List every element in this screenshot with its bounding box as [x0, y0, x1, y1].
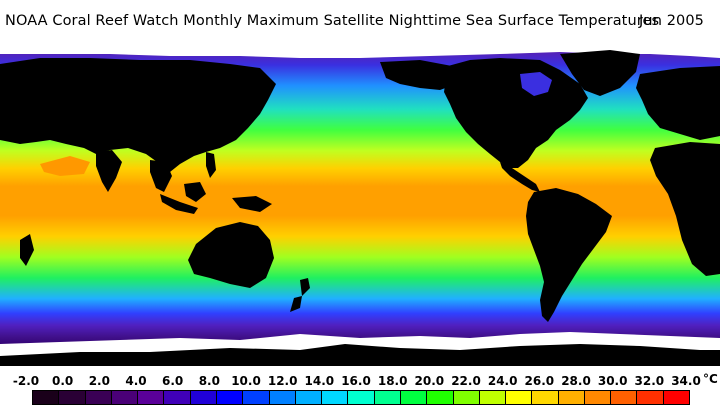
- sst-map-canvas: [0, 44, 720, 366]
- legend-color-swatch: [216, 391, 244, 404]
- legend-color-swatch: [479, 391, 507, 404]
- indonesia-west: [160, 194, 198, 214]
- legend-color-swatch: [322, 391, 349, 404]
- legend-color-swatch: [190, 391, 217, 404]
- legend-color-swatch: [663, 391, 690, 404]
- antarctica: [0, 344, 720, 366]
- legend-tick-label: 22.0: [451, 374, 481, 388]
- legend-tick-label: 10.0: [231, 374, 261, 388]
- hudson-bay: [520, 72, 552, 96]
- legend-color-swatch: [59, 391, 86, 404]
- legend-color-swatch: [269, 391, 296, 404]
- legend-color-swatch: [295, 391, 323, 404]
- legend-color-swatch: [584, 391, 612, 404]
- legend-tick-label: 12.0: [267, 374, 298, 388]
- philippines: [206, 152, 216, 178]
- india: [96, 150, 122, 192]
- legend-tick-label: 28.0: [561, 374, 591, 388]
- sst-map: [0, 44, 720, 366]
- legend-tick-label: 32.0: [634, 374, 665, 388]
- legend-tick-label: 4.0: [125, 374, 147, 388]
- west-edge-landmass: [0, 58, 276, 172]
- borneo: [184, 182, 206, 202]
- legend-ticks: -2.0 0.0 2.0 4.0 6.0 8.0 10.0 12.0 14.0 16.0 18.0 2…: [0, 374, 720, 394]
- legend-tick-label: 14.0: [304, 374, 335, 388]
- legend-tick-label: 34.0: [671, 374, 701, 388]
- legend-color-swatch: [506, 391, 533, 404]
- legend-tick-label: 26.0: [524, 374, 555, 388]
- legend-tick-label: 6.0: [162, 374, 184, 388]
- legend-color-swatch: [400, 391, 428, 404]
- africa: [650, 142, 720, 276]
- legend-tick-label: 30.0: [597, 374, 628, 388]
- legend-color-swatch: [138, 391, 165, 404]
- legend-color-swatch: [453, 391, 480, 404]
- map-date: Jun 2005: [639, 13, 704, 29]
- japan: [232, 100, 250, 136]
- legend-color-swatch: [243, 391, 270, 404]
- arctic-ice: [0, 44, 720, 58]
- central-america: [500, 162, 540, 192]
- legend-color-swatch: [111, 391, 139, 404]
- temperature-legend: -2.0 0.0 2.0 4.0 6.0 8.0 10.0 12.0 14.0 16.0 18.0 2…: [0, 366, 720, 411]
- alaska: [380, 60, 456, 90]
- legend-color-swatch: [611, 391, 638, 404]
- legend-color-swatch: [532, 391, 559, 404]
- legend-color-swatch: [85, 391, 112, 404]
- southeast-asia: [150, 160, 172, 192]
- legend-tick-label: 20.0: [414, 374, 445, 388]
- legend-tick-label: 2.0: [88, 374, 110, 388]
- legend-color-swatch: [637, 391, 664, 404]
- legend-tick-label: 0.0: [52, 374, 74, 388]
- greenland: [560, 50, 640, 96]
- legend-unit: °C: [703, 372, 718, 386]
- legend-color-swatch: [427, 391, 454, 404]
- europe: [636, 66, 720, 140]
- new-guinea: [232, 196, 272, 212]
- legend-colorbar: [32, 390, 690, 405]
- legend-color-swatch: [374, 391, 401, 404]
- legend-color-swatch: [33, 391, 60, 404]
- legend-tick-label: 18.0: [377, 374, 408, 388]
- new-zealand-south: [290, 296, 302, 312]
- legend-color-swatch: [558, 391, 585, 404]
- legend-tick-label: 8.0: [198, 374, 220, 388]
- madagascar: [20, 234, 34, 266]
- australia: [188, 222, 274, 288]
- new-zealand: [300, 278, 310, 296]
- south-america: [526, 188, 612, 322]
- north-america: [444, 58, 588, 168]
- legend-tick-label: 24.0: [487, 374, 518, 388]
- legend-color-swatch: [164, 391, 191, 404]
- title-bar: NOAA Coral Reef Watch Monthly Maximum Sa…: [0, 0, 720, 44]
- arabian-sea-warm: [40, 156, 90, 176]
- legend-color-swatch: [348, 391, 375, 404]
- map-title: NOAA Coral Reef Watch Monthly Maximum Sa…: [5, 13, 660, 29]
- legend-tick-label: -2.0: [12, 374, 40, 388]
- legend-tick-label: 16.0: [341, 374, 371, 388]
